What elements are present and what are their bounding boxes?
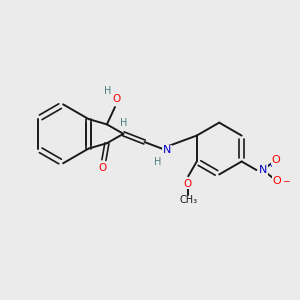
Text: +: + (267, 160, 274, 169)
Text: O: O (99, 163, 107, 173)
Text: O: O (272, 155, 280, 165)
Text: O: O (184, 179, 192, 189)
Text: O: O (273, 176, 281, 186)
Text: N: N (259, 165, 267, 175)
Text: −: − (282, 177, 290, 186)
Text: N: N (163, 145, 171, 155)
Text: H: H (154, 157, 162, 167)
Text: CH₃: CH₃ (179, 195, 197, 206)
Text: O: O (112, 94, 120, 104)
Text: H: H (103, 85, 111, 95)
Text: H: H (120, 118, 128, 128)
